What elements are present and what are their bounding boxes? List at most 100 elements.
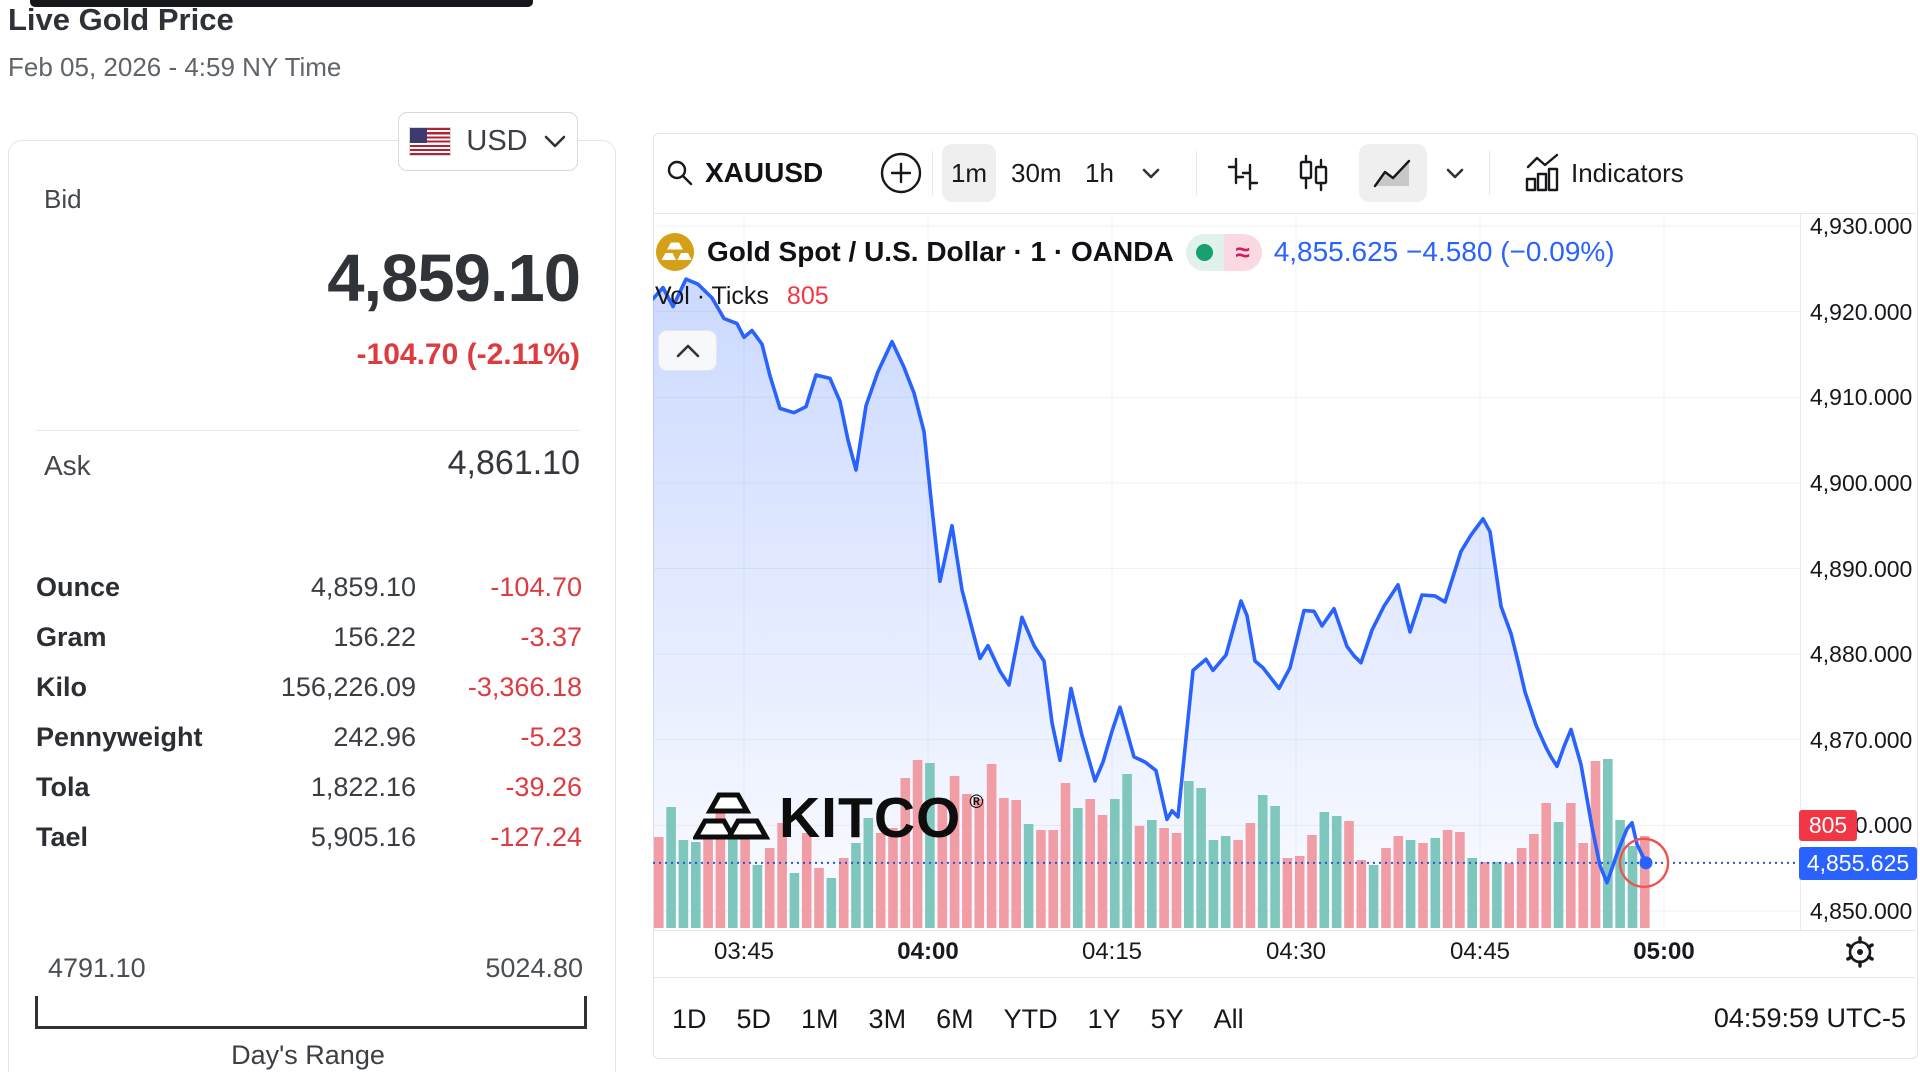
toolbar-separator xyxy=(1196,151,1197,195)
unit-value: 156.22 xyxy=(333,621,416,652)
compare-add-button[interactable] xyxy=(879,133,923,213)
chevron-up-icon xyxy=(676,344,699,357)
price-chart[interactable] xyxy=(653,213,1800,930)
x-axis-label: 04:30 xyxy=(1265,938,1327,965)
unit-row: Tael 5,905.16 -127.24 xyxy=(36,812,582,862)
chevron-down-icon xyxy=(1142,168,1160,179)
range-button-1y[interactable]: 1Y xyxy=(1087,1003,1121,1034)
chevron-down-icon xyxy=(544,135,565,147)
legend-price-change: 4,855.625 −4.580 (−0.09%) xyxy=(1273,236,1615,267)
chart-legend[interactable]: Gold Spot / U.S. Dollar · 1 · OANDA ≈ 4,… xyxy=(655,230,1615,274)
unit-label: Tola xyxy=(36,771,90,802)
unit-value: 1,822.16 xyxy=(310,771,416,802)
market-status-pill[interactable]: ≈ xyxy=(1185,233,1262,271)
unit-row: Gram 156.22 -3.37 xyxy=(36,612,582,662)
green-dot-icon xyxy=(1196,243,1214,261)
toolbar-separator xyxy=(932,151,933,195)
ask-price: 4,861.10 xyxy=(447,444,580,482)
page-title: Live Gold Price xyxy=(8,2,234,37)
x-axis-label: 05:00 xyxy=(1633,938,1695,965)
y-axis-label: 4,890.000 xyxy=(1810,555,1913,582)
range-button-1d[interactable]: 1D xyxy=(672,1003,707,1034)
unit-row: Kilo 156,226.09 -3,366.18 xyxy=(36,662,582,712)
timeframe-menu-button[interactable] xyxy=(1141,133,1161,213)
y-axis-label: 4,870.000 xyxy=(1810,726,1913,753)
collapse-legend-button[interactable] xyxy=(658,330,717,371)
symbol-label: XAUUSD xyxy=(705,157,824,188)
unit-change: -3.37 xyxy=(520,621,582,652)
unit-value: 156,226.09 xyxy=(280,671,416,702)
currency-selector[interactable]: USD xyxy=(398,112,578,171)
add-compare-icon xyxy=(880,152,922,194)
x-axis-label: 04:45 xyxy=(1449,938,1511,965)
indicators-label: Indicators xyxy=(1571,157,1684,188)
y-axis-label: 4,920.000 xyxy=(1810,298,1913,325)
quote-card xyxy=(8,140,616,1072)
indicators-button[interactable]: Indicators xyxy=(1521,133,1684,213)
kitco-watermark: KITCO ® xyxy=(693,786,983,850)
bid-label: Bid xyxy=(44,184,82,214)
range-button-1m[interactable]: 1M xyxy=(801,1003,839,1034)
unit-label: Tael xyxy=(36,821,89,852)
y-axis-label: 4,880.000 xyxy=(1810,641,1913,668)
range-button-5y[interactable]: 5Y xyxy=(1150,1003,1184,1034)
indicators-icon xyxy=(1525,153,1559,192)
unit-change: -127.24 xyxy=(490,821,582,852)
divider xyxy=(36,430,580,431)
chart-toolbar: XAUUSD 1m 30m 1h xyxy=(653,133,1916,214)
unit-value: 4,859.10 xyxy=(310,571,416,602)
timeframe-1m-button[interactable]: 1m xyxy=(942,144,996,202)
volume-value: 805 xyxy=(786,281,829,310)
timeframe-30m-button[interactable]: 30m xyxy=(1011,157,1062,188)
legend-symbol-title: Gold Spot / U.S. Dollar · 1 · OANDA xyxy=(707,236,1174,267)
footer-separator xyxy=(654,977,1915,978)
unit-change: -5.23 xyxy=(520,721,582,752)
unit-price-table: Ounce 4,859.10 -104.70 Gram 156.22 -3.37 Kilo 1… xyxy=(36,562,582,862)
range-button-6m[interactable]: 6M xyxy=(936,1003,974,1034)
toolbar-separator xyxy=(1489,151,1490,195)
range-button-3m[interactable]: 3M xyxy=(868,1003,907,1034)
x-axis-label: 03:45 xyxy=(713,938,775,965)
unit-row: Ounce 4,859.10 -104.70 xyxy=(36,562,582,612)
unit-label: Pennyweight xyxy=(36,721,203,752)
bars-chart-icon xyxy=(1227,157,1259,191)
unit-row: Tola 1,822.16 -39.26 xyxy=(36,762,582,812)
bid-price: 4,859.10 xyxy=(327,241,581,316)
ask-label: Ask xyxy=(44,450,91,481)
unit-label: Kilo xyxy=(36,671,87,702)
y-axis-label: 4,900.000 xyxy=(1810,469,1913,496)
top-nav-edge xyxy=(30,0,533,7)
x-axis-label: 04:00 xyxy=(897,938,959,965)
range-button-ytd[interactable]: YTD xyxy=(1003,1003,1058,1034)
volume-badge: 805 xyxy=(1799,810,1857,842)
y-axis-label: 4,930.000 xyxy=(1810,213,1913,239)
page-datetime: Feb 05, 2026 - 4:59 NY Time xyxy=(8,52,342,82)
timeframe-1h-button[interactable]: 1h xyxy=(1085,157,1114,188)
unit-change: -3,366.18 xyxy=(467,671,582,702)
settings-gear-icon[interactable] xyxy=(1840,932,1880,972)
candles-style-button[interactable] xyxy=(1295,133,1331,213)
range-buttons-row: 1D 5D 1M 3M 6M YTD 1Y 5Y All xyxy=(672,1002,1244,1036)
area-style-button[interactable] xyxy=(1359,144,1427,202)
style-menu-button[interactable] xyxy=(1445,133,1465,213)
us-flag-icon xyxy=(410,128,451,155)
bid-change: -104.70 (-2.11%) xyxy=(356,338,580,371)
chart-clock: 04:59:59 UTC-5 xyxy=(1713,1003,1906,1033)
day-range-high: 5024.80 xyxy=(485,953,583,983)
volume-legend: Vol · Ticks 805 xyxy=(655,281,829,311)
day-range-low: 4791.10 xyxy=(48,953,146,983)
unit-value: 5,905.16 xyxy=(310,821,416,852)
y-axis-label: 4,850.000 xyxy=(1810,898,1913,924)
volume-label: Vol · Ticks xyxy=(655,281,769,310)
bars-style-button[interactable] xyxy=(1225,133,1259,213)
range-button-5d[interactable]: 5D xyxy=(736,1003,772,1034)
day-range-bracket xyxy=(35,996,587,1029)
search-icon xyxy=(667,160,693,186)
kitco-wordmark: KITCO xyxy=(779,786,962,850)
day-range-label: Day's Range xyxy=(231,1040,385,1070)
x-axis-label: 04:15 xyxy=(1081,938,1143,965)
symbol-search-button[interactable]: XAUUSD xyxy=(665,133,823,213)
range-button-all[interactable]: All xyxy=(1213,1003,1244,1034)
unit-change: -104.70 xyxy=(490,571,582,602)
